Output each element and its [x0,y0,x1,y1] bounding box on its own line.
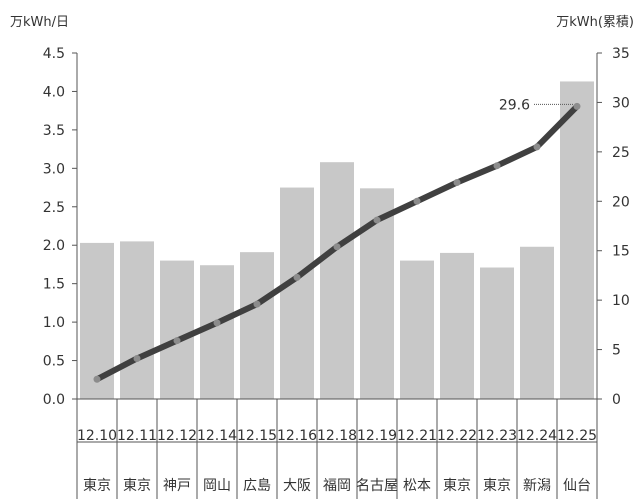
bar-12.18 [320,162,354,399]
category-label: 12.23 [477,428,517,444]
bar-12.25 [560,81,594,400]
cumulative-point-12.25 [573,102,581,110]
category-label: 12.25 [557,428,597,444]
category-label: 12.11 [117,428,157,444]
left-tick-label: 0.0 [43,392,65,408]
bar-12.15 [240,252,274,399]
bar-12.11 [120,241,154,399]
location-label: 大阪 [283,478,311,494]
cumulative-point-12.16 [293,273,301,281]
category-label: 12.21 [397,428,437,444]
right-tick-label: 25 [612,145,630,161]
location-label: 東京 [483,478,511,494]
bar-12.16 [280,187,314,399]
cumulative-point-12.14 [213,319,221,327]
left-tick-label: 1.5 [43,277,65,293]
location-label: 松本 [403,478,431,494]
left-axis-unit-label: 万kWh/日 [10,15,69,30]
category-label: 12.18 [317,428,357,444]
cumulative-point-12.19 [373,216,381,224]
left-tick-label: 4.5 [43,46,65,62]
category-label: 12.15 [237,428,277,444]
cumulative-point-12.11 [133,354,141,362]
bar-12.14 [200,265,234,399]
category-label: 12.24 [517,428,557,444]
cumulative-point-12.22 [453,179,461,187]
category-label: 12.10 [77,428,117,444]
category-label: 12.12 [157,428,197,444]
left-tick-label: 3.5 [43,123,65,139]
cumulative-point-12.24 [533,143,541,151]
location-label: 東京 [83,478,111,494]
bar-12.21 [400,260,434,399]
right-tick-label: 30 [612,95,630,111]
right-tick-label: 15 [612,244,630,260]
category-label: 12.19 [357,428,397,444]
bar-12.22 [440,252,474,399]
right-tick-label: 20 [612,194,630,210]
category-label: 12.16 [277,428,317,444]
cumulative-point-12.21 [413,197,421,205]
location-label: 福岡 [323,478,351,494]
location-label: 名古屋 [356,478,398,494]
left-tick-label: 0.5 [43,354,65,370]
annotation-label: 29.6 [499,97,530,113]
bar-12.23 [480,267,514,399]
category-label: 12.22 [437,428,477,444]
location-label: 仙台 [563,478,591,494]
cumulative-point-12.12 [173,337,181,345]
cumulative-point-12.23 [493,162,501,170]
right-tick-label: 5 [612,343,621,359]
bar-12.12 [160,260,194,399]
location-label: 東京 [123,478,151,494]
left-tick-label: 1.0 [43,315,65,331]
left-tick-label: 2.5 [43,200,65,216]
right-axis-unit-label: 万kWh(累積) [556,15,634,30]
right-tick-label: 35 [612,46,630,62]
right-tick-label: 10 [612,293,630,309]
cumulative-point-12.15 [253,300,261,308]
left-tick-label: 2.0 [43,238,65,254]
left-tick-label: 3.0 [43,161,65,177]
bar-12.24 [520,246,554,399]
cumulative-point-12.18 [333,243,341,251]
category-label: 12.14 [197,428,237,444]
location-label: 神戸 [163,478,191,494]
location-label: 新潟 [523,478,551,494]
cumulative-point-12.10 [93,375,101,383]
right-tick-label: 0 [612,392,621,408]
location-label: 岡山 [203,478,231,494]
location-label: 東京 [443,478,471,494]
left-tick-label: 4.0 [43,84,65,100]
location-label: 広島 [243,478,271,494]
